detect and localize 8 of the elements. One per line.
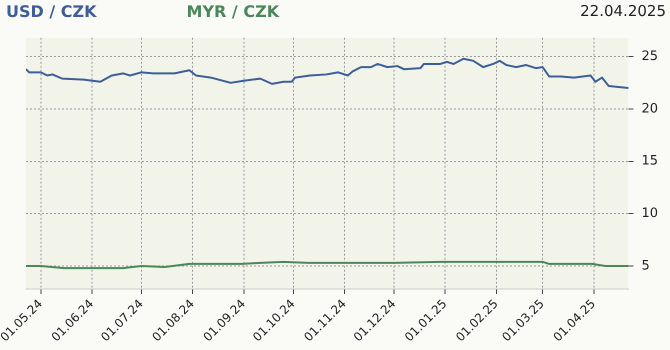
chart-title: 22.04.2025 <box>580 2 667 20</box>
text: USD / CZK <box>6 2 97 20</box>
y-tick-label: 5 <box>641 258 650 274</box>
y-tick-label: 15 <box>641 154 658 169</box>
y-tick-label: 10 <box>641 206 658 222</box>
text: MYR / CZK <box>186 2 280 20</box>
y-tick-label: 20 <box>641 101 658 116</box>
y-tick-label: 25 <box>641 49 658 64</box>
